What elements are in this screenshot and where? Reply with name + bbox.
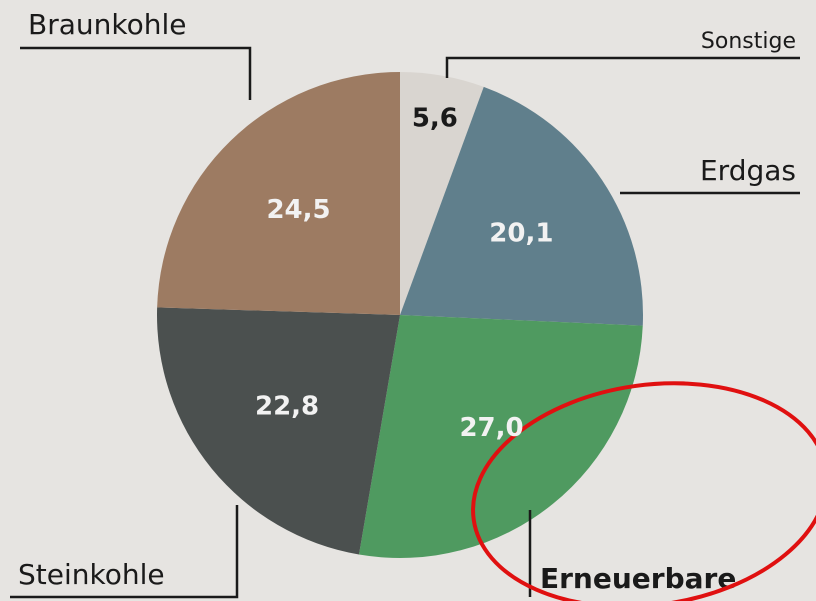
leader-line <box>10 505 239 599</box>
highlight-ellipse <box>471 381 816 601</box>
leader-line <box>20 46 252 100</box>
pie-slice <box>157 72 400 315</box>
category-label: Erdgas <box>700 154 796 187</box>
category-label: Steinkohle <box>18 558 165 591</box>
category-label: Erneuerbare <box>540 562 736 595</box>
pie <box>156 72 643 558</box>
value-label: 22,8 <box>255 392 319 422</box>
category-label: Sonstige <box>701 29 796 54</box>
value-label: 27,0 <box>459 413 523 443</box>
category-label: Braunkohle <box>28 8 186 41</box>
pie-slice <box>400 72 484 315</box>
leader-line <box>445 56 800 78</box>
value-label: 24,5 <box>266 195 330 225</box>
pie-slice <box>400 86 643 326</box>
pie-slice <box>358 315 643 558</box>
pie-slice <box>156 307 400 555</box>
value-label: 5,6 <box>412 103 458 133</box>
value-label: 20,1 <box>489 219 553 249</box>
